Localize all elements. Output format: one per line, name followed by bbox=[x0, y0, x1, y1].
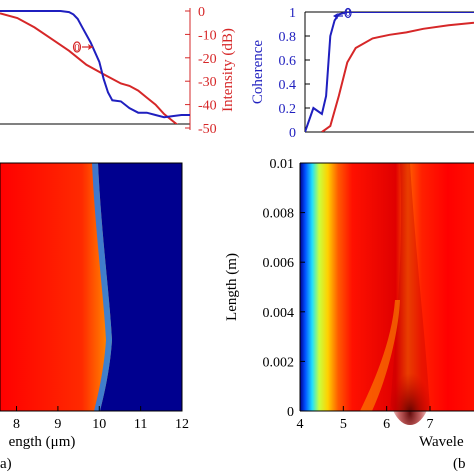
tick-label: 10 bbox=[92, 417, 106, 432]
tick-label: 0.8 bbox=[279, 30, 297, 45]
tick-label: -10 bbox=[198, 28, 217, 43]
series-red-intensity bbox=[0, 12, 179, 124]
tick-label: -50 bbox=[198, 122, 217, 137]
heatmap-left-cyan-edge bbox=[92, 163, 112, 411]
annotation-text-tr: 0 bbox=[346, 8, 351, 19]
heatmap-right-dark-valley bbox=[390, 163, 430, 411]
tick-label: 0.002 bbox=[263, 355, 295, 370]
heatmap-left-bulge bbox=[98, 163, 150, 411]
annotation-marker bbox=[72, 41, 93, 53]
tick-label: 0 bbox=[289, 126, 296, 141]
heatmap-right-orange-band bbox=[360, 300, 400, 411]
annotation-marker bbox=[333, 7, 352, 19]
tick-label: 0.2 bbox=[279, 102, 297, 117]
panel-label-a: a) bbox=[0, 456, 12, 472]
ylabel-coherence: Coherence bbox=[250, 40, 266, 104]
tick-label: 0.4 bbox=[279, 78, 297, 93]
xlabel: Wavele bbox=[419, 434, 464, 450]
tick-label: 0.008 bbox=[263, 207, 295, 222]
annotation-text-tl: 0 bbox=[74, 42, 80, 54]
panel-top-right: 0 0.2 0.4 0.6 0.8 1 Coherence bbox=[250, 6, 474, 141]
series-blue bbox=[305, 12, 474, 132]
tick-label: 8 bbox=[13, 417, 20, 432]
tick-label: 0.006 bbox=[263, 256, 295, 271]
tick-label: 12 bbox=[175, 417, 189, 432]
heatmap-right-hotspot bbox=[388, 345, 432, 425]
left-axis-ticks: 0 0.2 0.4 0.6 0.8 1 bbox=[279, 6, 310, 141]
xlabel: ength (μm) bbox=[9, 434, 76, 450]
tick-label: -40 bbox=[198, 99, 217, 114]
x-axis-ticks: 8 9 10 11 12 bbox=[13, 406, 189, 432]
tick-label: 11 bbox=[134, 417, 147, 432]
tick-label: -30 bbox=[198, 75, 217, 90]
tick-label: 6 bbox=[383, 417, 390, 432]
x-axis-ticks: 4 5 6 7 bbox=[297, 406, 434, 432]
series-red bbox=[321, 21, 474, 132]
tick-label: -20 bbox=[198, 52, 217, 67]
tick-label: 7 bbox=[427, 417, 434, 432]
y-axis-ticks: 0 0.002 0.004 0.006 0.008 0.01 bbox=[263, 157, 305, 420]
tick-label: 9 bbox=[54, 417, 61, 432]
panel-bottom-left: 8 9 10 11 12 ength (μm) a) bbox=[0, 162, 189, 472]
tick-label: 1 bbox=[289, 6, 296, 21]
tick-label: 0 bbox=[198, 5, 205, 20]
panel-bottom-right: 0 0.002 0.004 0.006 0.008 0.01 4 5 6 7 Length (m… bbox=[224, 157, 474, 472]
heatmap-right bbox=[300, 163, 474, 411]
panel-label-b: (b bbox=[453, 456, 466, 472]
ylabel-length: Length (m) bbox=[224, 253, 240, 321]
tick-label: 0 bbox=[287, 405, 294, 420]
panel-top-left: 0 -10 -20 -30 -40 -50 Intensity (dB) bbox=[0, 5, 236, 137]
right-axis-ticks: 0 -10 -20 -30 -40 -50 bbox=[185, 5, 217, 137]
tick-label: 0.01 bbox=[270, 157, 295, 172]
tick-label: 0.6 bbox=[279, 54, 297, 69]
series-blue-coherence bbox=[0, 10, 190, 119]
tick-label: 4 bbox=[297, 417, 304, 432]
tick-label: 0.004 bbox=[263, 306, 295, 321]
ylabel-intensity: Intensity (dB) bbox=[220, 28, 236, 112]
tick-label: 5 bbox=[340, 417, 347, 432]
